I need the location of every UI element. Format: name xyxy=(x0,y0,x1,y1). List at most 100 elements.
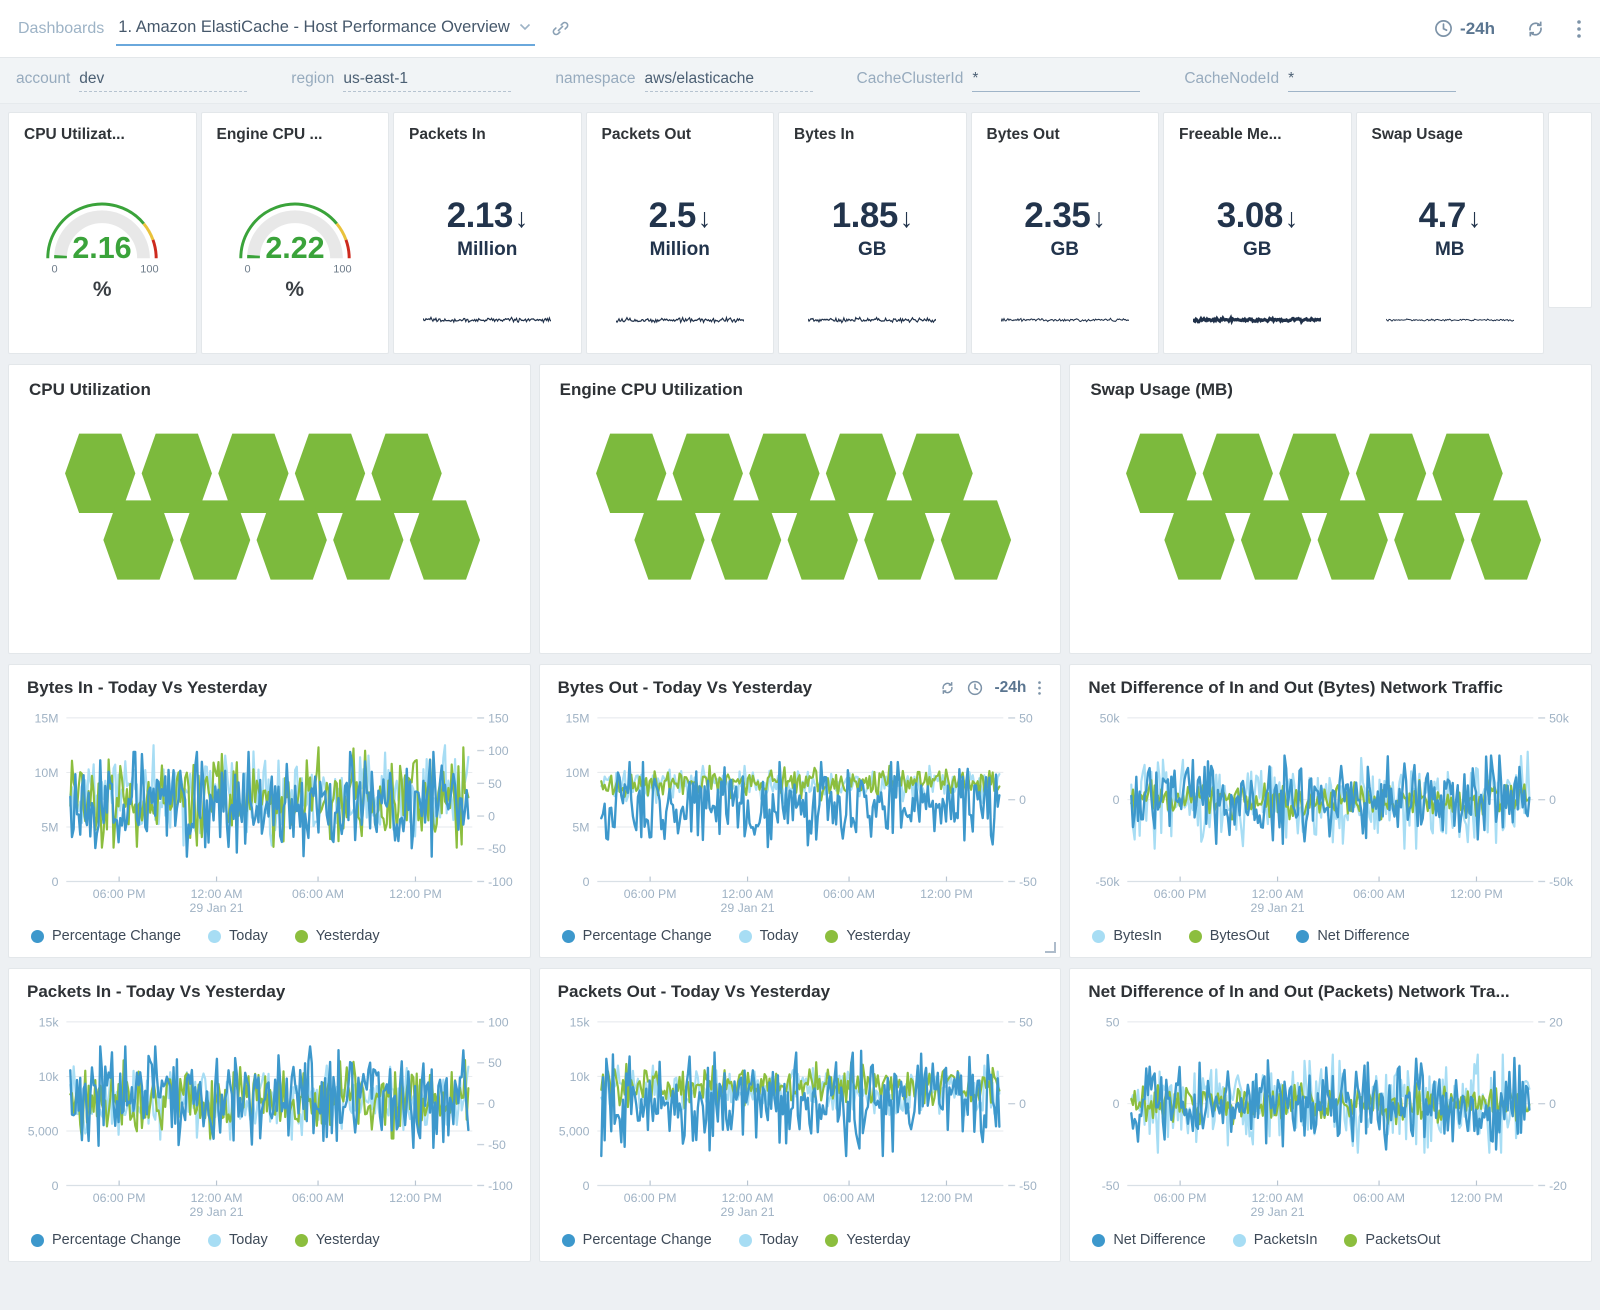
kpi-value-block: 2.5↓ Million xyxy=(602,196,759,261)
filter-input-cacheclusterid[interactable]: * xyxy=(972,70,1141,92)
kpi-panel-packets-out[interactable]: Packets Out 2.5↓ Million xyxy=(585,112,774,354)
panel-clock-icon[interactable] xyxy=(967,680,983,696)
kpi-panel-engine-cpu[interactable]: Engine CPU ... 2.22 0 100% xyxy=(200,112,389,354)
honeycomb-panel-engine-cpu-utilization[interactable]: Engine CPU Utilization xyxy=(538,364,1062,654)
hexagon-cell[interactable] xyxy=(1279,433,1350,513)
breadcrumb[interactable]: Dashboards xyxy=(18,19,105,37)
legend-item-net-difference[interactable]: Net Difference xyxy=(1296,928,1410,944)
svg-text:15k: 15k xyxy=(569,1015,590,1029)
hexagon-cell[interactable] xyxy=(1471,500,1542,580)
hexagon-cell[interactable] xyxy=(333,500,404,580)
svg-text:0: 0 xyxy=(1113,793,1120,807)
chart-panel-packets-in-today-vs-yesterday[interactable]: Packets In - Today Vs Yesterday 15k 10k 5,0… xyxy=(8,968,531,1262)
hexagon-cell[interactable] xyxy=(940,500,1011,580)
share-link-icon[interactable] xyxy=(551,19,570,38)
filter-input-cachenodeid[interactable]: * xyxy=(1288,70,1457,92)
legend-label: BytesOut xyxy=(1209,928,1270,944)
kpi-panel-bytes-out[interactable]: Bytes Out 2.35↓ GB xyxy=(970,112,1159,354)
sparkline xyxy=(1193,314,1322,326)
hexagon-cell[interactable] xyxy=(825,433,896,513)
hexagon-cell[interactable] xyxy=(256,500,327,580)
hexagon-cell[interactable] xyxy=(103,500,174,580)
hexagon-cell[interactable] xyxy=(787,500,858,580)
filter-input-namespace[interactable]: aws/elasticache xyxy=(644,70,813,92)
svg-text:-50k: -50k xyxy=(1549,875,1574,889)
chart-panel-bytes-in-today-vs-yesterday[interactable]: Bytes In - Today Vs Yesterday 15M 10M 5M 0 15… xyxy=(8,664,531,958)
legend-item-bytesin[interactable]: BytesIn xyxy=(1092,928,1162,944)
chart-panel-bytes-out-today-vs-yesterday[interactable]: Bytes Out - Today Vs Yesterday -24h 15M 10M… xyxy=(538,664,1062,958)
legend-item-today[interactable]: Today xyxy=(208,928,268,944)
hexagon-cell[interactable] xyxy=(371,433,442,513)
legend-item-yesterday[interactable]: Yesterday xyxy=(294,928,380,944)
legend-item-net-difference[interactable]: Net Difference xyxy=(1092,1232,1206,1248)
panel-kebab-icon[interactable] xyxy=(1037,680,1042,696)
hexagon-cell[interactable] xyxy=(1241,500,1312,580)
hexagon-cell[interactable] xyxy=(294,433,366,513)
chart-panel-net-difference-of-in-and-out-bytes-network-traffic[interactable]: Net Difference of In and Out (Bytes) Net… xyxy=(1069,664,1592,958)
legend-item-yesterday[interactable]: Yesterday xyxy=(825,928,910,944)
panel-refresh-icon[interactable] xyxy=(939,680,956,696)
legend-item-percentage-change[interactable]: Percentage Change xyxy=(561,928,712,944)
kpi-panel-swap-usage[interactable]: Swap Usage 4.7↓ MB xyxy=(1355,112,1544,354)
chart-panel-net-difference-of-in-and-out-packets-network-tra[interactable]: Net Difference of In and Out (Packets) N… xyxy=(1069,968,1592,1262)
svg-text:0: 0 xyxy=(1019,793,1026,807)
panel-time-range-label[interactable]: -24h xyxy=(994,679,1027,696)
legend-dot xyxy=(561,929,575,943)
legend-item-bytesout[interactable]: BytesOut xyxy=(1188,928,1270,944)
hexagon-cell[interactable] xyxy=(1394,500,1465,580)
hexagon-cell[interactable] xyxy=(1317,500,1389,580)
chart-plot-area: 15k 10k 5,000 0 100 50 0 -50 -100 06:00 PM 12:00 A… xyxy=(28,1015,513,1219)
svg-text:15M: 15M xyxy=(35,711,59,725)
legend-item-packetsin[interactable]: PacketsIn xyxy=(1232,1232,1317,1248)
time-range-button[interactable]: -24h xyxy=(1434,19,1495,39)
chart-legend: Percentage Change Today Yesterday xyxy=(554,927,1047,949)
hexagon-cell[interactable] xyxy=(65,433,136,513)
kpi-panel-cpu-utilizat[interactable]: CPU Utilizat... 2.16 0 100% xyxy=(8,112,197,354)
honeycomb-panel-cpu-utilization[interactable]: CPU Utilization xyxy=(8,364,531,654)
svg-text:10k: 10k xyxy=(569,1070,590,1084)
panel-resize-handle[interactable] xyxy=(1045,942,1057,953)
legend-item-today[interactable]: Today xyxy=(208,1232,268,1248)
hexagon-cell[interactable] xyxy=(1202,433,1274,513)
legend-label: Today xyxy=(759,928,799,944)
hexagon-cell[interactable] xyxy=(1126,433,1197,513)
kpi-panel-bytes-in[interactable]: Bytes In 1.85↓ GB xyxy=(778,112,967,354)
legend-item-percentage-change[interactable]: Percentage Change xyxy=(31,1232,181,1248)
svg-text:-50: -50 xyxy=(488,842,506,856)
hexagon-cell[interactable] xyxy=(634,500,705,580)
dashboard-title-selector[interactable]: 1. Amazon ElastiCache - Host Performance… xyxy=(116,12,535,46)
hexagon-cell[interactable] xyxy=(595,433,667,513)
svg-text:29 Jan 21: 29 Jan 21 xyxy=(190,1205,244,1219)
legend-item-percentage-change[interactable]: Percentage Change xyxy=(561,1232,712,1248)
kebab-menu-icon[interactable] xyxy=(1576,19,1582,39)
hexagon-cell[interactable] xyxy=(672,433,743,513)
filter-input-region[interactable]: us-east-1 xyxy=(343,70,512,92)
filter-input-account[interactable]: dev xyxy=(79,70,248,92)
hexagon-cell[interactable] xyxy=(1432,433,1504,513)
legend-item-today[interactable]: Today xyxy=(738,928,799,944)
dashboard-body: CPU Utilizat... 2.16 0 100% Engine CPU ... 2.… xyxy=(0,104,1600,1270)
hexagon-cell[interactable] xyxy=(863,500,935,580)
hexagon-cell[interactable] xyxy=(710,500,781,580)
hexagon-cell[interactable] xyxy=(218,433,289,513)
legend-dot xyxy=(738,929,752,943)
chart-panel-packets-out-today-vs-yesterday[interactable]: Packets Out - Today Vs Yesterday 15k 10k 5,… xyxy=(538,968,1062,1262)
hexagon-cell[interactable] xyxy=(409,500,481,580)
refresh-icon[interactable] xyxy=(1525,19,1546,39)
legend-dot xyxy=(31,1233,44,1247)
hexagon-cell[interactable] xyxy=(141,433,212,513)
hexagon-cell[interactable] xyxy=(902,433,973,513)
legend-item-yesterday[interactable]: Yesterday xyxy=(825,1232,910,1248)
legend-item-packetsout[interactable]: PacketsOut xyxy=(1344,1232,1440,1248)
honeycomb-panel-swap-usage-mb[interactable]: Swap Usage (MB) xyxy=(1069,364,1592,654)
kpi-panel-packets-in[interactable]: Packets In 2.13↓ Million xyxy=(393,112,582,354)
hexagon-cell[interactable] xyxy=(179,500,251,580)
kpi-panel-freeable-me[interactable]: Freeable Me... 3.08↓ GB xyxy=(1163,112,1352,354)
hexagon-cell[interactable] xyxy=(1356,433,1427,513)
legend-item-percentage-change[interactable]: Percentage Change xyxy=(31,928,181,944)
filter-label: namespace xyxy=(555,69,636,87)
legend-item-yesterday[interactable]: Yesterday xyxy=(294,1232,380,1248)
hexagon-cell[interactable] xyxy=(748,433,820,513)
legend-item-today[interactable]: Today xyxy=(738,1232,798,1248)
hexagon-cell[interactable] xyxy=(1164,500,1235,580)
